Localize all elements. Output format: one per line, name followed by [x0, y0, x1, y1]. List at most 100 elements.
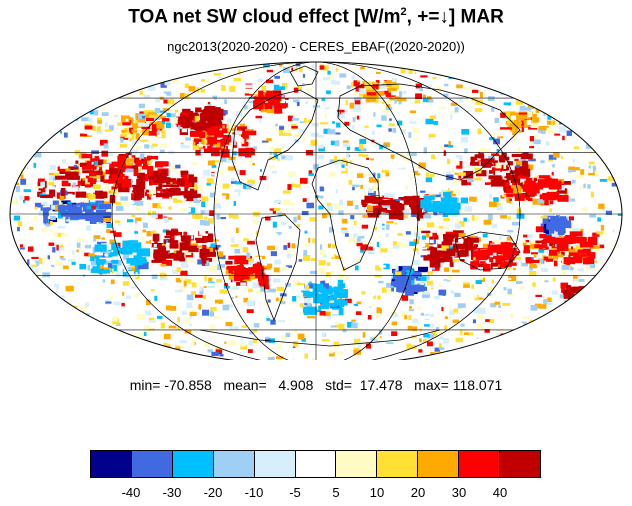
field-cell [388, 212, 402, 220]
field-cell [11, 122, 14, 128]
field-cell [556, 242, 569, 251]
field-cell [151, 90, 157, 94]
field-cell [448, 141, 451, 146]
field-cell [293, 269, 298, 272]
field-cell [45, 351, 48, 354]
field-cell [163, 342, 171, 347]
field-cell [80, 178, 88, 186]
field-cell [546, 239, 557, 243]
field-cell [149, 243, 152, 247]
field-cell [470, 357, 476, 360]
field-cell [489, 252, 497, 258]
field-cell [578, 68, 586, 75]
field-cell [443, 150, 446, 156]
field-cell [330, 80, 336, 85]
field-cell [608, 297, 615, 303]
field-cell [283, 67, 290, 73]
field-cell [79, 263, 87, 270]
field-cell [575, 301, 589, 307]
field-cell [196, 144, 203, 148]
field-cell [84, 130, 90, 135]
field-cell [94, 155, 100, 161]
field-cell [393, 203, 405, 211]
field-cell [520, 115, 531, 120]
field-cell [265, 337, 271, 343]
field-cell [14, 325, 19, 329]
field-cell [546, 127, 554, 134]
field-cell [461, 129, 470, 135]
field-cell [389, 296, 395, 302]
field-cell [413, 185, 418, 192]
field-cell [447, 276, 454, 281]
field-cell [487, 286, 494, 292]
field-cell [232, 151, 237, 156]
field-cell [222, 124, 225, 131]
field-cell [611, 255, 619, 262]
field-cell [557, 275, 565, 280]
field-cell [420, 312, 424, 316]
colorbar-tick-label: 40 [492, 485, 508, 500]
field-cell [346, 156, 352, 161]
field-cell [577, 298, 590, 301]
field-cell [17, 227, 20, 232]
field-cell [323, 65, 329, 71]
field-cell [535, 349, 539, 353]
field-cell [356, 242, 363, 247]
field-cell [163, 217, 168, 223]
field-cell [204, 115, 219, 120]
field-cell [609, 345, 613, 351]
field-cell [328, 122, 332, 126]
field-cell [381, 170, 389, 173]
field-cell [10, 328, 16, 334]
field-cell [608, 290, 617, 295]
field-cell [474, 232, 478, 237]
field-cell [135, 153, 140, 158]
field-cell [493, 69, 501, 72]
field-cell [426, 172, 430, 177]
field-cell [428, 134, 436, 137]
field-cell [183, 158, 192, 162]
field-cell [473, 250, 487, 258]
field-cell [120, 166, 126, 173]
field-cell [189, 323, 192, 326]
field-cell [266, 318, 271, 321]
field-cell [617, 285, 622, 291]
field-cell [571, 172, 577, 176]
field-cell [600, 102, 604, 106]
field-cell [31, 256, 39, 259]
field-cell [463, 283, 470, 288]
field-cell [494, 301, 501, 305]
field-cell [208, 218, 213, 224]
field-cell [506, 237, 512, 241]
field-cell [549, 265, 556, 268]
field-cell [205, 78, 210, 83]
field-cell [577, 268, 584, 272]
field-cell [171, 166, 177, 171]
field-cell [234, 189, 241, 193]
field-cell [23, 313, 27, 317]
field-cell [90, 166, 97, 170]
field-cell [231, 177, 236, 182]
field-cell [438, 283, 443, 287]
field-cell [382, 100, 390, 105]
field-cell [595, 249, 603, 253]
field-cell [434, 347, 440, 353]
field-cell [593, 91, 600, 98]
field-cell [519, 105, 526, 111]
field-cell [397, 266, 405, 273]
field-cell [561, 150, 568, 157]
field-cell [270, 251, 277, 257]
field-cell [45, 224, 51, 227]
field-cell [617, 279, 622, 283]
field-cell [559, 294, 564, 299]
field-cell [524, 337, 530, 341]
field-cell [391, 321, 398, 326]
field-cell [517, 76, 521, 82]
field-cell [239, 268, 252, 274]
colorbar-tick-label: -40 [121, 485, 141, 500]
field-cell [253, 329, 257, 333]
field-cell [206, 183, 211, 186]
field-cell [388, 123, 395, 127]
field-cell [210, 304, 215, 309]
field-cell [495, 170, 501, 177]
